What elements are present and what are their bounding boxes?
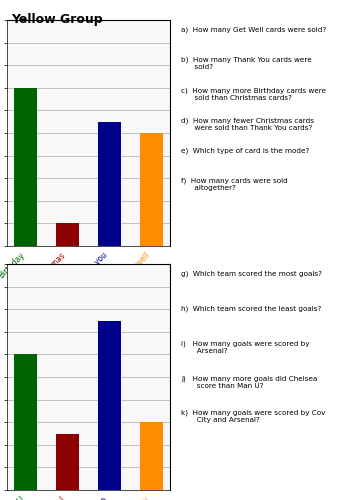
Text: g)  Which team scored the most goals?: g) Which team scored the most goals? (181, 271, 322, 278)
Text: a)  How many Get Well cards were sold?: a) How many Get Well cards were sold? (181, 27, 326, 34)
Bar (15, 88, 38, 246)
Bar (56, 224, 79, 246)
Text: k)  How many goals were scored by Cov
       City and Arsenal?: k) How many goals were scored by Cov Cit… (181, 410, 325, 424)
Bar (140, 133, 163, 246)
Bar (98, 320, 121, 490)
Text: f)  How many cards were sold
      altogether?: f) How many cards were sold altogether? (181, 178, 287, 191)
Text: c)  How many more Birthday cards were
      sold than Christmas cards?: c) How many more Birthday cards were sol… (181, 87, 326, 101)
X-axis label: Type of card: Type of card (65, 291, 112, 300)
Bar (15, 354, 38, 490)
Text: e)  Which type of card is the mode?: e) Which type of card is the mode? (181, 148, 309, 154)
Text: b)  How many Thank You cards were
      sold?: b) How many Thank You cards were sold? (181, 57, 312, 70)
Text: i)   How many goals were scored by
       Arsenal?: i) How many goals were scored by Arsenal… (181, 340, 309, 354)
Bar (98, 122, 121, 246)
Text: d)  How many fewer Christmas cards
      were sold than Thank You cards?: d) How many fewer Christmas cards were s… (181, 117, 314, 130)
Bar (140, 422, 163, 490)
Bar (56, 434, 79, 490)
Text: Yellow Group: Yellow Group (11, 12, 102, 26)
Text: h)  Which team scored the least goals?: h) Which team scored the least goals? (181, 306, 321, 312)
Text: j)   How many more goals did Chelsea
       score than Man U?: j) How many more goals did Chelsea score… (181, 375, 317, 388)
